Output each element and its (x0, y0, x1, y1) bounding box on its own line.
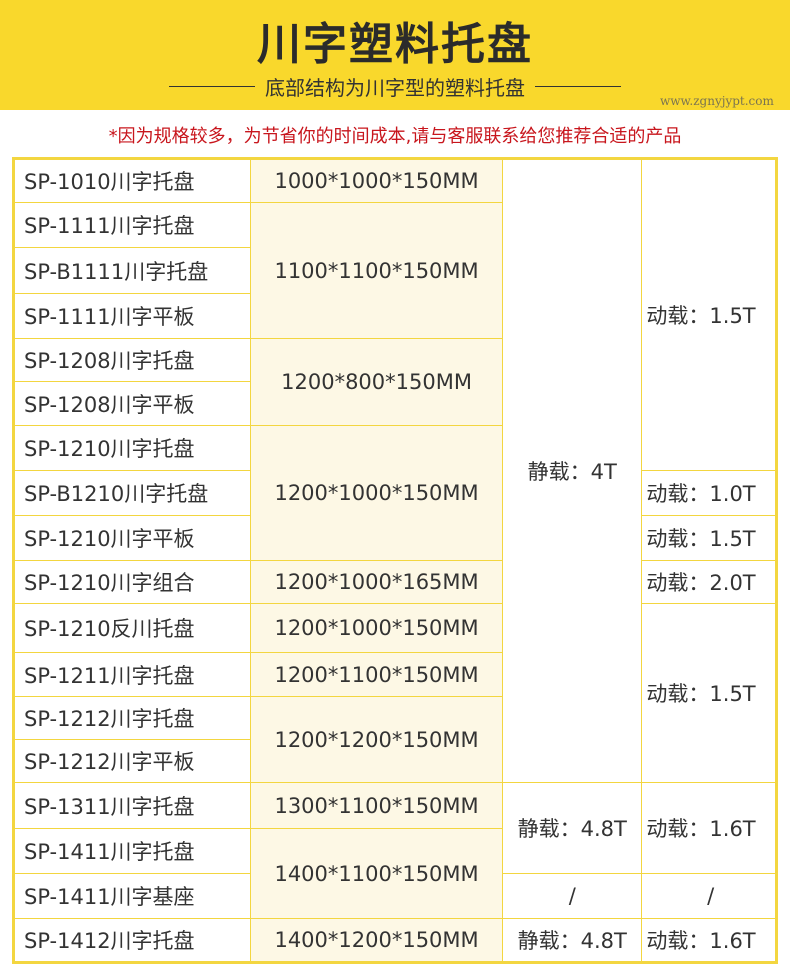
static-load-cell: 静载：4.8T (502, 918, 643, 963)
dynamic-load-cell: / (641, 873, 777, 919)
dynamic-load-cell: 动载：2.0T (641, 560, 777, 604)
subtitle-text: 底部结构为川字型的塑料托盘 (265, 76, 525, 100)
model-cell: SP-1210川字平板 (12, 515, 252, 561)
model-cell: SP-1212川字托盘 (12, 696, 252, 740)
model-cell: SP-1411川字托盘 (12, 828, 252, 874)
size-cell: 1200*1000*150MM (250, 425, 504, 561)
size-cell: 1400*1200*150MM (250, 918, 504, 963)
size-cell: 1400*1100*150MM (250, 828, 504, 919)
dynamic-load-cell: 动载：1.5T (641, 603, 777, 783)
static-load-cell: / (502, 873, 643, 919)
static-load-cell: 静载：4T (502, 158, 643, 783)
page-title: 川字塑料托盘 (257, 19, 533, 70)
model-cell: SP-1411川字基座 (12, 873, 252, 919)
model-cell: SP-1111川字平板 (12, 293, 252, 339)
size-cell: 1200*1000*150MM (250, 603, 504, 653)
size-cell: 1200*1100*150MM (250, 652, 504, 697)
model-cell: SP-1211川字托盘 (12, 652, 252, 697)
static-load-cell: 静载：4.8T (502, 782, 643, 874)
subtitle: 底部结构为川字型的塑料托盘 (0, 72, 790, 101)
model-cell: SP-1010川字托盘 (12, 158, 252, 203)
dynamic-load-cell: 动载：1.6T (641, 782, 777, 874)
size-cell: 1000*1000*150MM (250, 158, 504, 203)
size-cell: 1100*1100*150MM (250, 202, 504, 339)
model-cell: SP-1208川字平板 (12, 381, 252, 426)
model-cell: SP-1210反川托盘 (12, 603, 252, 653)
spec-table: SP-1010川字托盘 1000*1000*150MM 静载：4T 动载：1.5T S… (12, 157, 778, 964)
model-cell: SP-1210川字托盘 (12, 425, 252, 471)
divider (535, 86, 621, 87)
model-cell: SP-1208川字托盘 (12, 338, 252, 382)
size-cell: 1200*1200*150MM (250, 696, 504, 783)
model-cell: SP-1311川字托盘 (12, 782, 252, 829)
divider (169, 86, 255, 87)
model-cell: SP-1412川字托盘 (12, 918, 252, 963)
size-cell: 1200*1000*165MM (250, 560, 504, 604)
dynamic-load-cell: 动载：1.0T (641, 470, 777, 516)
model-cell: SP-B1111川字托盘 (12, 247, 252, 294)
header-banner: 川字塑料托盘 底部结构为川字型的塑料托盘 (0, 0, 790, 110)
model-cell: SP-B1210川字托盘 (12, 470, 252, 516)
dynamic-load-cell: 动载：1.5T (641, 515, 777, 561)
dynamic-load-cell: 动载：1.6T (641, 918, 777, 963)
model-cell: SP-1111川字托盘 (12, 202, 252, 248)
notice-text: *因为规格较多，为节省你的时间成本,请与客服联系给您推荐合适的产品 (108, 126, 682, 147)
watermark: www.zgnyjypt.com (660, 94, 774, 108)
size-cell: 1300*1100*150MM (250, 782, 504, 829)
model-cell: SP-1212川字平板 (12, 739, 252, 783)
model-cell: SP-1210川字组合 (12, 560, 252, 604)
size-cell: 1200*800*150MM (250, 338, 504, 426)
dynamic-load-cell: 动载：1.5T (641, 158, 777, 471)
